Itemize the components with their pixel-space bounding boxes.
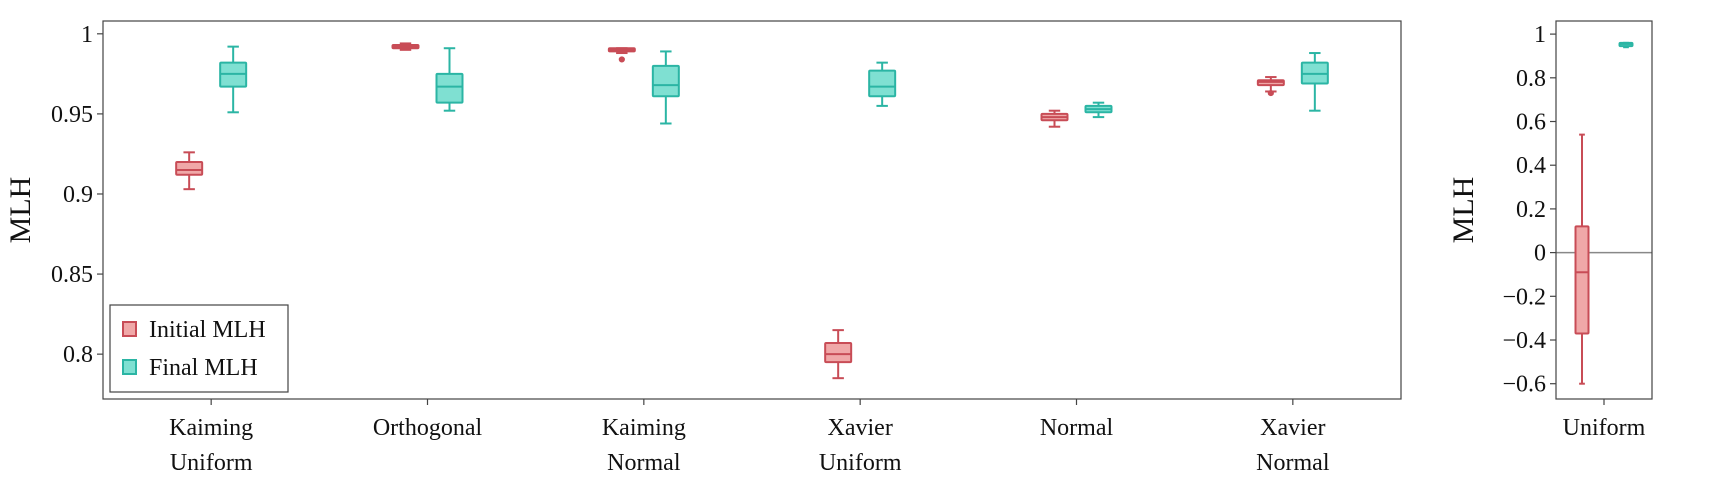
y-tick-label: 0.9 [63,182,93,208]
x-tick-label-line: Xavier [1260,415,1325,441]
y-tick-label: 0.85 [51,262,93,288]
plot-frame [1555,20,1653,400]
iqr-box [435,72,464,104]
y-axis-label: MLH [4,177,37,244]
iqr-box [868,69,897,98]
final-mlh-box [1618,41,1634,49]
y-tick-label: −0.6 [1502,372,1546,398]
initial-mlh-box [1040,109,1069,128]
uniform-boxplot-panel: −0.6 −0.4 −0.2 0 0.2 0.4 0.6 0.8 1 Uniform MLH [1447,20,1653,441]
y-tick-label: 0.6 [1516,110,1546,136]
y-tick-layer: −0.6 −0.4 −0.2 0 0.2 0.4 0.6 0.8 1 [1502,22,1556,398]
y-tick-label: 0.4 [1516,153,1546,179]
y-tick-label: 0.8 [63,342,93,368]
final-mlh-box [1300,52,1329,112]
iqr-box [651,64,680,98]
y-tick-layer: 0.8 0.85 0.9 0.95 1 [51,22,103,368]
y-tick-label: 0.8 [1516,66,1546,92]
y-tick-label: 0.95 [51,102,93,128]
y-tick-label: −0.4 [1502,328,1546,354]
x-tick-label: Xavier Uniform [819,415,902,476]
final-mlh-box [651,50,680,125]
x-tick-label-line: Normal [1040,415,1114,441]
x-tick-label: Kaiming Normal [602,415,686,476]
x-tick-label-line: Kaiming [169,415,253,441]
x-tick-label: Normal [1040,415,1114,441]
initial-mlh-box [607,47,636,63]
legend-swatch-initial [122,321,137,337]
x-tick-label-line: Xavier [828,415,893,441]
x-tick-label: Orthogonal [373,415,483,441]
y-tick-label: 1 [1534,22,1546,48]
iqr-box [824,341,853,364]
outlier-point [618,56,625,63]
initial-mlh-box [1574,133,1590,385]
x-tick-layer: Uniform [1563,399,1646,441]
x-tick-label-line: Normal [607,450,681,476]
legend-label-initial: Initial MLH [149,317,266,343]
box-layer [175,42,1329,380]
y-axis-label: MLH [1447,177,1480,244]
y-tick-label: 0.2 [1516,197,1546,223]
iqr-box [175,160,204,176]
y-tick-label: 0 [1534,241,1546,267]
initial-mlh-box [824,329,853,380]
x-tick-label: Xavier Normal [1256,415,1330,476]
final-mlh-box [868,61,897,107]
x-tick-label-line: Normal [1256,450,1330,476]
box-layer [1574,41,1634,385]
main-boxplot-panel: 0.8 0.85 0.9 0.95 1 Kaiming Uniform Orthogonal… [4,20,1402,476]
initial-mlh-box [391,42,420,51]
final-mlh-box [435,47,464,112]
legend-frame [109,304,289,393]
legend-swatch-final [122,359,137,375]
y-tick-label: −0.2 [1502,284,1546,310]
legend-label-final: Final MLH [149,355,258,381]
final-mlh-box [219,45,248,114]
x-tick-label-line: Orthogonal [373,415,483,441]
initial-mlh-box [1256,76,1285,97]
final-mlh-box [1084,101,1113,119]
legend: Initial MLH Final MLH [109,304,289,393]
outlier-point [1267,89,1274,97]
x-tick-label-line: Uniform [170,450,253,476]
x-tick-label-line: Uniform [1563,415,1646,441]
x-tick-label-line: Uniform [819,450,902,476]
plot-frame [102,20,1402,400]
iqr-box [1574,225,1590,335]
y-tick-label: 1 [81,22,93,48]
x-tick-label-line: Kaiming [602,415,686,441]
x-tick-label: Kaiming Uniform [169,415,253,476]
initial-mlh-box [175,151,204,191]
x-tick-label: Uniform [1563,415,1646,441]
